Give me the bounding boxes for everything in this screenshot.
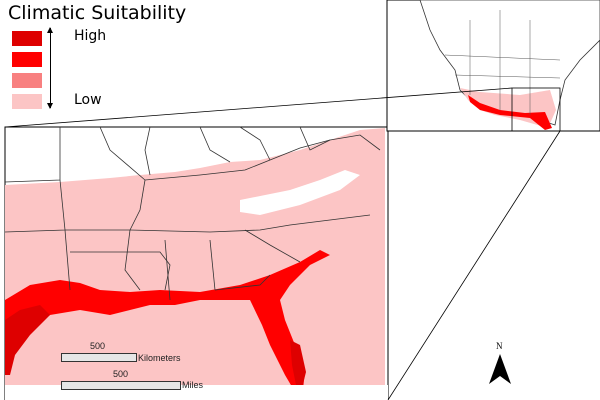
legend-swatch-medium-low xyxy=(12,73,42,88)
florida-coast-very-high xyxy=(290,340,306,388)
scale-mi-unit: Miles xyxy=(182,380,204,390)
scale-km-value: 500 xyxy=(90,341,106,351)
white-gap xyxy=(240,170,360,215)
legend-swatch-high xyxy=(12,31,42,46)
scale-km-unit: Kilometers xyxy=(138,353,181,363)
scale-bar-miles xyxy=(61,381,181,390)
legend-high-label: High xyxy=(74,28,107,44)
very-high-suitability-region xyxy=(5,305,50,375)
scale-bar-km xyxy=(61,353,137,362)
legend-swatch-low xyxy=(12,94,42,109)
state-borders xyxy=(4,126,381,301)
legend-swatch-medium-high xyxy=(12,52,42,67)
inset-overview-map xyxy=(386,0,600,132)
high-suitability-region xyxy=(5,250,330,392)
legend-double-arrow-icon xyxy=(47,27,53,109)
scale-mi-value: 500 xyxy=(113,369,129,379)
north-arrow-icon xyxy=(489,354,511,384)
north-label: N xyxy=(496,341,503,351)
legend-low-label: Low xyxy=(74,92,102,108)
legend-title: Climatic Suitability xyxy=(8,2,187,24)
